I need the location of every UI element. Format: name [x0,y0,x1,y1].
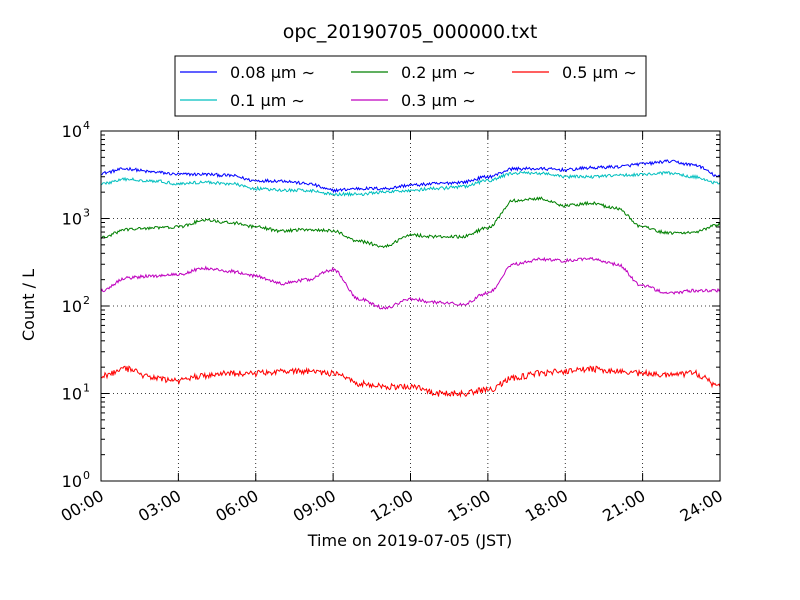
y-tick-label: 10 [62,122,82,141]
y-tick-exponent: 3 [83,207,90,220]
x-tick-label: 15:00 [444,486,493,526]
legend-label: 0.08 μm ∼ [230,63,315,82]
x-tick-label: 21:00 [599,486,648,526]
legend-label: 0.1 μm ∼ [230,91,305,110]
legend-label: 0.3 μm ∼ [401,91,476,110]
y-tick-label: 10 [62,297,82,316]
series-line [100,365,721,398]
x-tick-label: 12:00 [367,486,416,526]
x-tick-label: 09:00 [290,486,339,526]
y-tick-exponent: 0 [83,469,90,482]
y-tick-exponent: 1 [83,382,90,395]
plot-series [100,158,721,398]
plot-grid [100,130,721,482]
x-tick-label: 06:00 [212,486,261,526]
x-tick-label: 18:00 [522,486,571,526]
legend-label: 0.2 μm ∼ [401,63,476,82]
x-tick-label: 03:00 [135,486,184,526]
x-tick-labels: 00:00 03:00 06:00 09:00 12:00 15:00 18:00 21:00… [58,486,726,526]
legend-box [174,55,647,117]
series-line [101,158,721,194]
y-tick-exponent: 4 [83,119,90,132]
legend: 0.08 μm ∼ 0.1 μm ∼ 0.2 μm ∼ 0.3 μm ∼ 0.5 μm … [174,55,647,117]
y-tick-label: 10 [62,472,82,491]
x-axis-label: Time on 2019-07-05 (JST) [307,531,512,550]
plot-frame [100,130,721,482]
legend-label: 0.5 μm ∼ [562,63,637,82]
y-tick-exponent: 2 [83,294,90,307]
y-tick-label: 10 [62,385,82,404]
chart-title: opc_20190705_000000.txt [283,21,538,43]
x-tick-label: 00:00 [58,486,107,526]
y-tick-label: 10 [62,210,82,229]
series-line [100,170,721,197]
series-line [100,196,721,249]
y-axis-label: Count / L [19,269,38,341]
x-tick-label: 24:00 [677,486,726,526]
series-line [100,256,721,310]
plot-border [100,130,721,482]
